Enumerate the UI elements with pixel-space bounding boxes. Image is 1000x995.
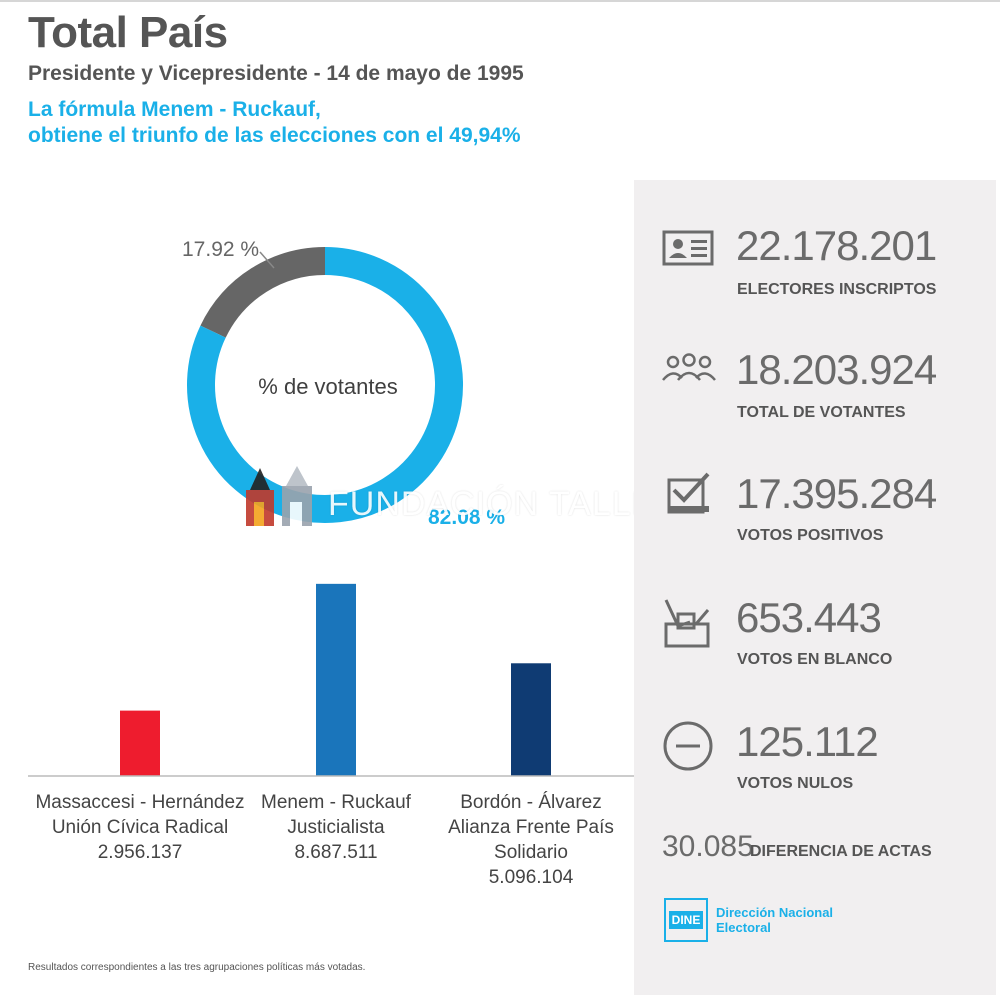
bar-label-massaccesi: Massaccesi - Hernández Unión Cívica Radi…	[30, 790, 250, 865]
minus-circle-icon	[663, 721, 713, 771]
stat-label-nulos: VOTOS NULOS	[737, 775, 854, 792]
bar-1	[316, 583, 356, 776]
stat-label-electores: ELECTORES INSCRIPTOS	[737, 281, 937, 298]
watermark-logo-icon	[246, 466, 312, 526]
top-divider	[0, 0, 1000, 2]
bar-label-bordon: Bordón - Álvarez Alianza Frente País Sol…	[421, 790, 641, 890]
footnote: Resultados correspondientes a las tres a…	[28, 962, 366, 973]
bar-label-line-1: Bordón - Álvarez	[460, 792, 602, 813]
bar-label-line-2: Alianza Frente País	[448, 817, 614, 838]
stat-value-blanco: 653.443	[736, 594, 882, 641]
difference-label: DIFERENCIA DE ACTAS	[750, 843, 932, 860]
dine-name-line-2: Electoral	[716, 920, 771, 935]
dine-name-line-1: Dirección Nacional	[716, 905, 834, 920]
dine-name: Dirección Nacional Electoral	[716, 905, 833, 935]
stat-label-positivos: VOTOS POSITIVOS	[737, 527, 884, 544]
stat-value-electores: 22.178.201	[736, 222, 937, 269]
page-title: Total País	[28, 8, 228, 57]
bar-value-label: 5.096.104	[488, 867, 574, 888]
bar-label-line-1: Massaccesi - Hernández	[35, 792, 245, 813]
donut-slice-label-blue: 82.08 %	[428, 506, 506, 529]
headline-line-1: La fórmula Menem - Ruckauf,	[28, 98, 321, 121]
ballot-box-icon	[664, 599, 710, 648]
headline: La fórmula Menem - Ruckauf, obtiene el t…	[28, 97, 521, 149]
donut-leader-line	[259, 251, 275, 269]
headline-line-2: obtiene el triunfo de las elecciones con…	[28, 124, 521, 147]
donut-chart	[187, 247, 463, 523]
dine-logo-abbr: DINE	[668, 911, 704, 929]
stat-label-blanco: VOTOS EN BLANCO	[737, 651, 893, 668]
stat-value-nulos: 125.112	[736, 718, 879, 765]
donut-slice-1	[187, 247, 463, 523]
watermark: FUNDACIÓN TALLER	[244, 464, 681, 526]
bar-label-menem: Menem - Ruckauf Justicialista 8.687.511	[226, 790, 446, 865]
bar-chart	[28, 583, 634, 777]
bar-label-line-2: Unión Cívica Radical	[51, 817, 229, 838]
donut-slice-label-gray: 17.92 %	[182, 238, 260, 261]
checked-ballot-icon	[667, 472, 710, 514]
id-card-icon	[662, 230, 714, 266]
donut-center-label: % de votantes	[258, 374, 398, 399]
stats-panel	[634, 180, 996, 995]
bar-label-line-2: Justicialista	[287, 817, 385, 838]
bar-value-label: 2.956.137	[97, 842, 183, 863]
stat-label-votantes: TOTAL DE VOTANTES	[737, 404, 906, 421]
watermark-text: FUNDACIÓN TALLER	[328, 485, 681, 523]
page-subtitle: Presidente y Vicepresidente - 14 de mayo…	[28, 62, 524, 85]
stat-value-votantes: 18.203.924	[736, 346, 937, 393]
bar-0	[120, 710, 160, 776]
dine-logo: DINE	[664, 898, 708, 942]
bar-2	[511, 663, 551, 776]
bar-label-line-1: Menem - Ruckauf	[261, 792, 411, 813]
bar-label-line-3: Solidario	[494, 842, 568, 863]
bar-value-label: 8.687.511	[294, 842, 378, 863]
people-icon	[662, 353, 716, 381]
donut-slice-0	[200, 247, 326, 338]
stat-value-positivos: 17.395.284	[736, 470, 937, 517]
difference-value: 30.085	[662, 830, 754, 863]
